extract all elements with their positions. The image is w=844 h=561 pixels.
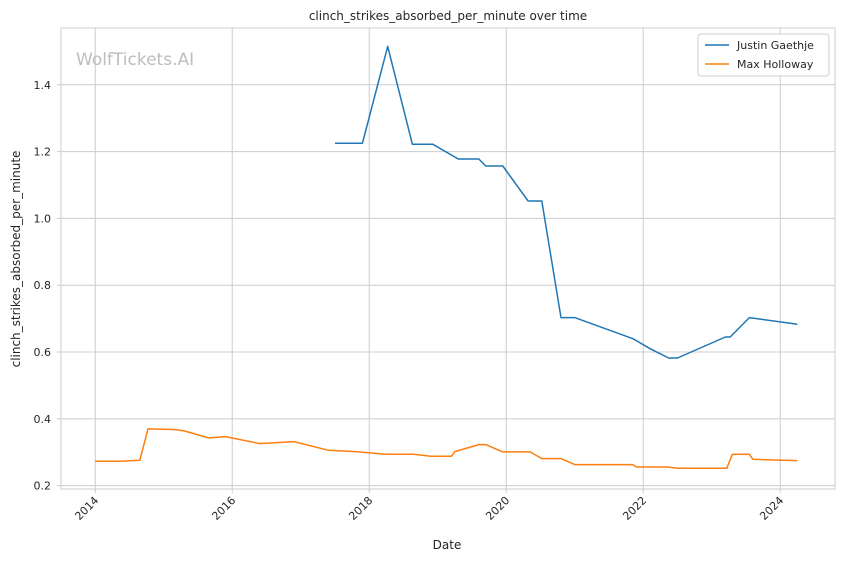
legend: Justin Gaethje Max Holloway <box>697 33 830 77</box>
legend-label-gaethje: Justin Gaethje <box>736 39 814 52</box>
y-tick-label: 0.4 <box>34 413 52 426</box>
y-axis-label: clinch_strikes_absorbed_per_minute <box>9 151 23 368</box>
y-tick-label: 0.2 <box>34 480 52 493</box>
chart-title: clinch_strikes_absorbed_per_minute over … <box>309 9 587 23</box>
x-tick-label: 2018 <box>346 494 375 523</box>
x-tick-label: 2020 <box>483 494 512 523</box>
legend-box <box>697 33 830 77</box>
x-tick-label: 2024 <box>757 494 786 523</box>
y-tick-label: 0.6 <box>34 346 52 359</box>
legend-label-holloway: Max Holloway <box>737 58 814 71</box>
watermark: WolfTickets.AI <box>76 50 194 70</box>
y-tick-label: 1.2 <box>34 146 52 159</box>
x-tick-label: 2022 <box>620 494 649 523</box>
x-tick-label: 2016 <box>209 494 238 523</box>
series-line-0 <box>335 45 798 359</box>
series-layer <box>95 45 798 470</box>
x-tick-labels: 2014 2016 2018 2020 2022 2024 <box>72 494 786 523</box>
y-tick-label: 0.8 <box>34 279 52 292</box>
y-tick-label: 1.0 <box>34 212 52 225</box>
grid-lines <box>57 28 835 493</box>
y-tick-label: 1.4 <box>34 79 52 92</box>
y-tick-labels: 0.2 0.4 0.6 0.8 1.0 1.2 1.4 <box>34 79 52 493</box>
x-axis-label: Date <box>433 538 462 552</box>
plot-frame <box>60 27 836 490</box>
x-tick-label: 2014 <box>72 494 101 523</box>
series-line-1 <box>95 428 798 470</box>
